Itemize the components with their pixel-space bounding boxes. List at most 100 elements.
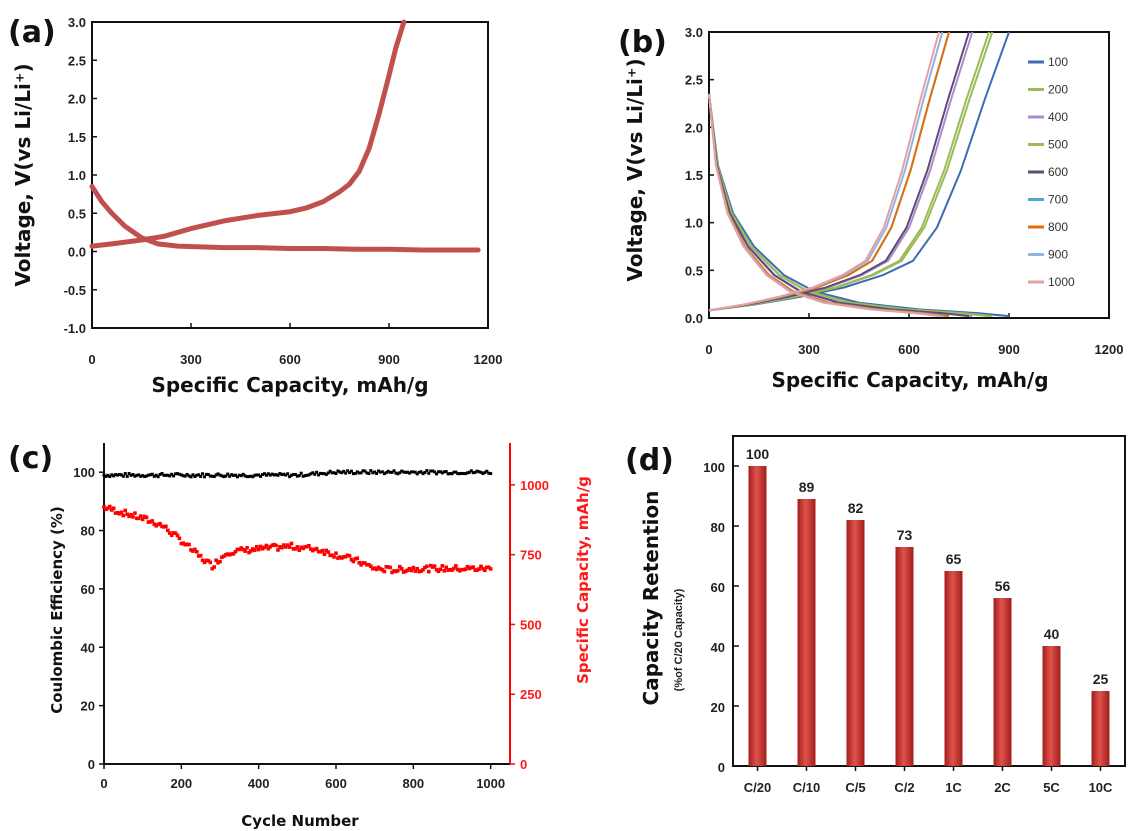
panel-c-ce-marker: [251, 475, 255, 479]
panel-c-ce-marker: [388, 470, 392, 474]
panel-c-capacity-marker: [295, 545, 300, 549]
panel-c-ce-marker: [371, 471, 375, 475]
panel-c-capacity-marker: [469, 565, 474, 570]
panel-c-capacity-marker: [166, 528, 170, 533]
panel-c-ce-marker: [348, 471, 352, 475]
panel-c-capacity-marker: [212, 565, 216, 569]
panel-c-ce-marker: [423, 470, 427, 474]
panel-c-ce-marker: [367, 471, 371, 475]
panel-c-capacity-marker: [251, 547, 255, 551]
panel-c-capacity-marker: [160, 524, 164, 529]
panel-c-ce-marker: [390, 470, 394, 474]
panel-c-capacity-marker: [127, 514, 131, 519]
panel-a-xtick-label: 300: [180, 352, 202, 367]
panel-c-capacity-marker: [386, 565, 390, 569]
panel-c-ce-marker: [435, 472, 439, 476]
panel-c-capacity-marker: [367, 563, 371, 567]
panel-c-ce-marker: [479, 470, 483, 474]
panel-c-capacity-marker: [394, 569, 398, 574]
panel-b-charge-line: [708, 31, 974, 312]
panel-a-series: [89, 19, 481, 253]
panel-c-capacity-marker: [351, 559, 356, 564]
panel-c-capacity-marker: [231, 551, 236, 556]
panel-c-capacity-marker: [355, 556, 360, 561]
panel-c-ce-marker: [233, 473, 237, 477]
panel-c-ce-marker: [409, 470, 413, 474]
panel-c-ce-marker: [442, 470, 446, 474]
panel-c-capacity-marker: [376, 565, 381, 570]
panel-c-ylabel-right: Specific Capacity, mAh/g: [574, 476, 592, 684]
panel-c-ce-marker: [477, 470, 481, 474]
panel-c-ce-marker: [465, 471, 469, 475]
panel-d-bar: [1091, 691, 1110, 766]
panel-c-capacity-marker: [156, 522, 160, 527]
panel-c-ce-marker: [282, 472, 286, 476]
panel-c-ce-marker: [317, 473, 321, 477]
panel-c-ce-marker: [262, 472, 266, 476]
panel-c-ce-marker: [117, 472, 121, 476]
panel-c-capacity-marker: [359, 563, 363, 567]
panel-c-ce-marker: [146, 473, 150, 477]
panel-c-ce-marker: [264, 473, 268, 477]
panel-c-ce-marker: [189, 475, 193, 479]
panel-c-capacity-marker: [305, 544, 309, 549]
panel-c-ylabel-left: Coulombic Efficiency (%): [48, 506, 66, 714]
panel-c-capacity-marker: [111, 506, 116, 511]
panel-c-capacity-marker: [301, 546, 305, 551]
panel-c-capacity-marker: [320, 548, 325, 553]
panel-b-xtick-label: 300: [798, 342, 820, 357]
panel-c-ytick-label: 80: [81, 524, 95, 539]
panel-c-ce-marker: [193, 475, 197, 479]
panel-c-ytick-right-label: 500: [520, 617, 542, 632]
panel-c-ce-marker: [487, 471, 491, 475]
panel-c-capacity-marker: [179, 541, 184, 546]
panel-c-capacity-marker: [113, 511, 118, 515]
panel-c-ce-marker: [102, 473, 106, 477]
panel-c-capacity-marker: [135, 516, 139, 521]
panel-b-charge-line: [708, 31, 950, 312]
panel-c-capacity-marker: [374, 567, 379, 572]
panel-c-ce-marker: [396, 472, 400, 476]
panel-d-value-label: 82: [848, 500, 864, 516]
panel-c-ce-marker: [278, 471, 282, 475]
panel-c-ce-marker: [467, 470, 471, 474]
panel-c-capacity-marker: [198, 553, 203, 558]
panel-c-ce-marker: [237, 473, 241, 477]
panel-c-capacity-marker: [465, 564, 470, 569]
panel-c-ce-marker: [261, 473, 265, 477]
panel-a-xtick-label: 0: [88, 352, 95, 367]
panel-c-capacity-marker: [452, 566, 456, 571]
panel-c-capacity-marker: [167, 531, 172, 535]
panel-d-ylabel: Capacity Retention: [639, 491, 663, 706]
panel-c-ce-marker: [224, 474, 228, 478]
panel-d-bar: [748, 466, 767, 766]
panel-c-ce-marker: [112, 474, 116, 478]
panel-c-capacity-marker: [177, 536, 182, 541]
panel-c-capacity-marker: [214, 558, 218, 563]
panel-c-ce-marker: [291, 473, 295, 477]
panel-b-discharge-line: [708, 93, 940, 318]
panel-c-ce-marker: [377, 469, 381, 473]
panel-c-ce-marker: [419, 470, 423, 474]
panel-c-ce-marker: [276, 473, 280, 477]
panel-b-xlabel: Specific Capacity, mAh/g: [771, 368, 1048, 392]
panel-c-ce-marker: [154, 473, 158, 477]
panel-c-capacity-marker: [121, 513, 126, 518]
panel-c-capacity-marker: [345, 553, 350, 558]
panel-c-capacity-marker: [233, 549, 238, 554]
panel-c-ce-marker: [473, 470, 477, 474]
panel-c-ce-marker: [170, 472, 174, 476]
panel-c-ce-marker: [485, 469, 489, 473]
panel-c-ytick-label: 20: [81, 699, 95, 714]
panel-c-capacity-marker: [461, 567, 466, 572]
panel-b-legend: 100 200 400 500 600 700 800 900 1000: [1028, 55, 1075, 289]
panel-c-capacity-marker: [299, 545, 303, 550]
panel-c-capacity-marker: [258, 544, 263, 549]
panel-c-capacity-marker: [311, 548, 315, 553]
panel-c-capacity-marker: [148, 519, 153, 524]
panel-c-capacity-marker: [444, 565, 448, 570]
panel-b-legend-label: 100: [1048, 55, 1068, 69]
panel-c-capacity-marker: [442, 568, 447, 573]
panel-c-ce-marker: [232, 473, 236, 477]
panel-c-ce-marker: [452, 470, 456, 474]
